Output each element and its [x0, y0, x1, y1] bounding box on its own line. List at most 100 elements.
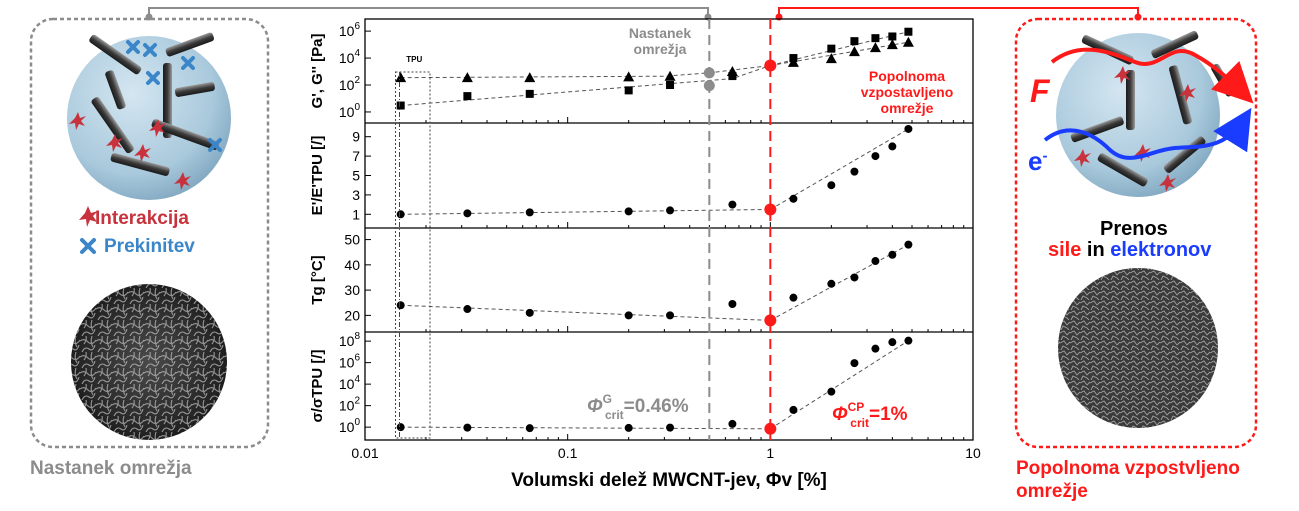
data-point-conductivity [624, 423, 633, 432]
phi-crit-g-label: ΦG crit=0.46% [587, 392, 689, 422]
left-panel-frame [29, 17, 270, 449]
y-axis-label-storage: E'/E'TPU [/] [309, 136, 326, 216]
x-axis-label: Volumski delež MWCNT-jev, Φv [%] [511, 470, 827, 491]
plot-frame [364, 18, 974, 441]
data-point-modulus [525, 89, 534, 98]
y-axis-label-conductivity: σ/σTPU [/] [309, 349, 326, 422]
data-point-modulus [787, 56, 799, 67]
interaction-stars-left [69, 112, 191, 190]
legend-break-icon [80, 238, 96, 254]
data-point-conductivity [888, 338, 897, 347]
onset-connector [148, 7, 709, 17]
left-panel-caption: Nastanek omrežja [30, 458, 192, 479]
data-point-modulus [666, 81, 675, 90]
x-tick-label: 0.1 [558, 445, 578, 461]
trend-line-conductivity [770, 340, 909, 430]
data-point-storage [396, 210, 405, 219]
trend-line-storage [770, 128, 909, 210]
nanotubes-left [89, 32, 219, 176]
y-tick-label-storage: 7 [352, 148, 360, 164]
y-tick-label-modulus: 100 [339, 102, 361, 120]
trend-line-tg [400, 304, 771, 321]
y-tick-label-storage: 1 [352, 206, 360, 222]
data-point-storage [525, 208, 534, 217]
onset-annotation-line1: Nastanek [629, 25, 691, 41]
data-point-conductivity [789, 405, 798, 414]
data-point-tg [904, 240, 913, 249]
data-point-storage [728, 200, 737, 209]
data-point-conductivity [396, 423, 405, 432]
transfer-title: Prenos [1100, 218, 1168, 240]
data-point-modulus [904, 27, 913, 36]
data-point-conductivity [728, 419, 737, 428]
y-tick-label-storage: 9 [352, 129, 360, 145]
electron-symbol: e- [1028, 146, 1048, 176]
y-tick-label-modulus: 106 [339, 21, 361, 39]
x-tick-label: 0.01 [351, 445, 378, 461]
full-annotation-line1: Popolnoma [869, 68, 945, 84]
data-point-modulus [886, 39, 898, 50]
data-point-tg [850, 273, 859, 282]
right-panel-caption-line2: omrežje [1016, 481, 1088, 502]
chart: 100 102 104 106 G', G'' [Pa] 1 3 5 7 9 E'/E'TPU [/… [309, 18, 981, 491]
y-axis-label-modulus: G', G'' [Pa] [309, 34, 326, 109]
sem-image-right [1058, 268, 1218, 428]
data-point-modulus [869, 42, 881, 53]
y-tick-label-conductivity: 104 [339, 374, 361, 392]
force-arrow [1050, 47, 1254, 104]
data-point-tg [827, 279, 836, 288]
y-tick-label-conductivity: 108 [339, 331, 361, 349]
y-tick-label-storage: 3 [352, 187, 360, 203]
force-symbol: F [1030, 73, 1050, 109]
phi-crit-cp-label: ΦCP crit=1% [832, 400, 908, 430]
trend-line-storage [400, 208, 771, 215]
trend-line-modulus [400, 65, 771, 107]
data-point-storage [624, 207, 633, 216]
full-network-sphere [1043, 30, 1254, 197]
data-point-storage [904, 124, 913, 133]
full-annotation-line2: vzpostavljeno [861, 84, 954, 100]
data-point-modulus [888, 32, 897, 41]
full-connector [778, 7, 1139, 17]
legend-break-label: Prekinitev [104, 236, 195, 257]
data-point-modulus [664, 70, 676, 81]
x-tick-label: 10 [965, 445, 981, 461]
y-axis-label-tg: Tg [°C] [309, 255, 326, 304]
tpu-reference-box [395, 71, 431, 439]
data-point-conductivity [871, 344, 880, 353]
break-crosses-left [126, 40, 222, 152]
data-point-storage [827, 181, 836, 190]
data-point-storage [850, 167, 859, 176]
y-tick-label-tg: 30 [344, 282, 360, 298]
data-point-conductivity [666, 423, 675, 432]
y-tick-label-tg: 40 [344, 257, 360, 273]
data-point-storage [666, 206, 675, 215]
transfer-text: sile in elektronov [1048, 239, 1212, 261]
y-tick-label-conductivity: 102 [339, 396, 361, 414]
data-point-modulus [461, 72, 473, 83]
right-panel-frame [1014, 17, 1258, 449]
data-point-modulus [726, 66, 738, 77]
data-point-modulus [524, 72, 536, 83]
data-point-modulus [848, 46, 860, 57]
y-tick-label-conductivity: 100 [339, 417, 361, 435]
y-tick-label-tg: 20 [344, 307, 360, 323]
data-point-storage [871, 152, 880, 161]
data-point-tg [888, 250, 897, 259]
data-point-modulus [395, 72, 407, 83]
data-point-modulus [623, 71, 635, 82]
data-point-tg [871, 257, 880, 266]
data-point-tg [463, 305, 472, 314]
data-point-conductivity [827, 387, 836, 396]
data-point-modulus [827, 44, 836, 53]
trend-line-tg [770, 244, 909, 321]
data-point-modulus [825, 53, 837, 64]
legend-interaction-icon [79, 206, 98, 227]
data-point-modulus [902, 36, 914, 47]
critical-point-modulus [764, 59, 777, 72]
y-tick-label-modulus: 104 [339, 48, 361, 66]
onset-annotation-line2: omrežja [634, 41, 687, 57]
full-annotation-line3: omrežje [881, 100, 934, 116]
